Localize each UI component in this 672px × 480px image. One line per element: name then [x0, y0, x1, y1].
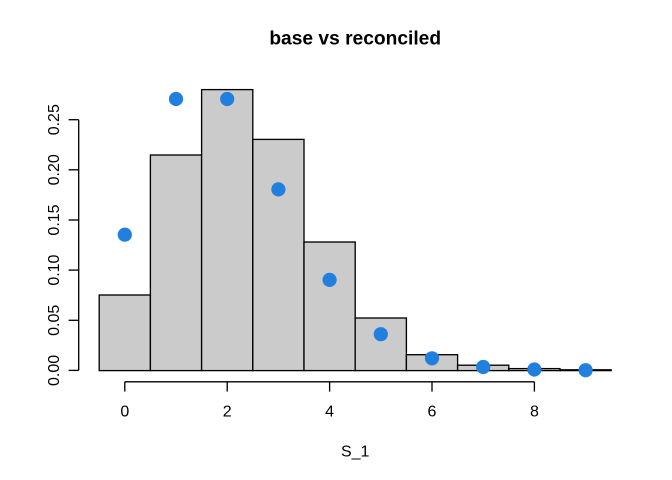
svg-text:0.05: 0.05 [46, 305, 63, 336]
svg-text:6: 6 [428, 404, 437, 421]
svg-text:S_1: S_1 [341, 444, 370, 461]
svg-text:2: 2 [223, 404, 232, 421]
svg-text:0.20: 0.20 [46, 154, 63, 185]
svg-text:4: 4 [325, 404, 334, 421]
svg-text:base vs reconciled: base vs reconciled [269, 29, 441, 50]
svg-text:0.15: 0.15 [46, 204, 63, 235]
svg-text:0.10: 0.10 [46, 254, 63, 285]
svg-text:0.00: 0.00 [46, 355, 63, 386]
svg-text:8: 8 [530, 404, 539, 421]
svg-text:0: 0 [120, 404, 129, 421]
svg-text:0.25: 0.25 [46, 104, 63, 135]
